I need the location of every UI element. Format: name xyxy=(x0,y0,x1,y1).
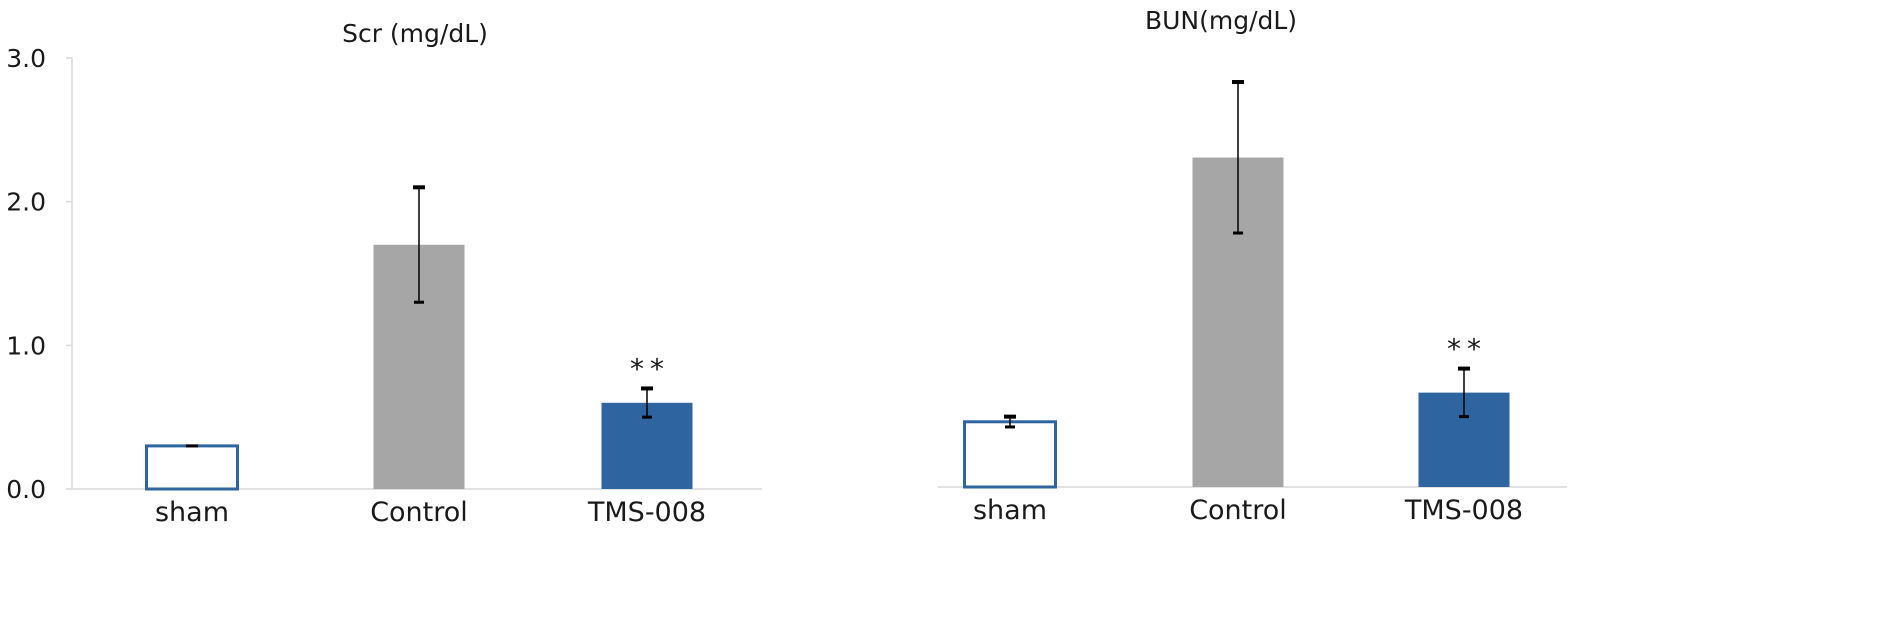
x-tick-label: sham xyxy=(973,495,1047,526)
bar-sham xyxy=(963,420,1057,489)
chart-title: Scr (mg/dL) xyxy=(342,19,488,48)
x-tick-label: TMS-008 xyxy=(1404,495,1523,526)
scr-chart-panel: Scr (mg/dL) 0.0 1.0 2.0 3.0 sham Control TMS-00… xyxy=(0,0,938,627)
x-tick-label: sham xyxy=(155,497,229,528)
significance-marker: ** xyxy=(630,352,670,385)
significance-marker: ** xyxy=(1447,333,1487,366)
x-tick-label: Control xyxy=(370,497,468,528)
scr-bar-chart: Scr (mg/dL) 0.0 1.0 2.0 3.0 sham Control TMS-00… xyxy=(6,19,762,528)
y-tick-label: 2.0 xyxy=(6,188,46,217)
bun-bar-chart: BUN(mg/dL)050100150200250shamControlTMS-… xyxy=(938,6,1567,526)
chart-title: BUN(mg/dL) xyxy=(1145,6,1297,35)
y-tick-label: 1.0 xyxy=(6,331,46,360)
bar-sham xyxy=(145,444,239,491)
bun-chart-panel: BUN(mg/dL)050100150200250shamControlTMS-… xyxy=(938,0,1877,627)
x-tick-label: Control xyxy=(1189,495,1287,526)
y-tick-label: 3.0 xyxy=(6,44,46,73)
y-tick-label: 0.0 xyxy=(6,475,46,504)
x-tick-label: TMS-008 xyxy=(587,497,706,528)
